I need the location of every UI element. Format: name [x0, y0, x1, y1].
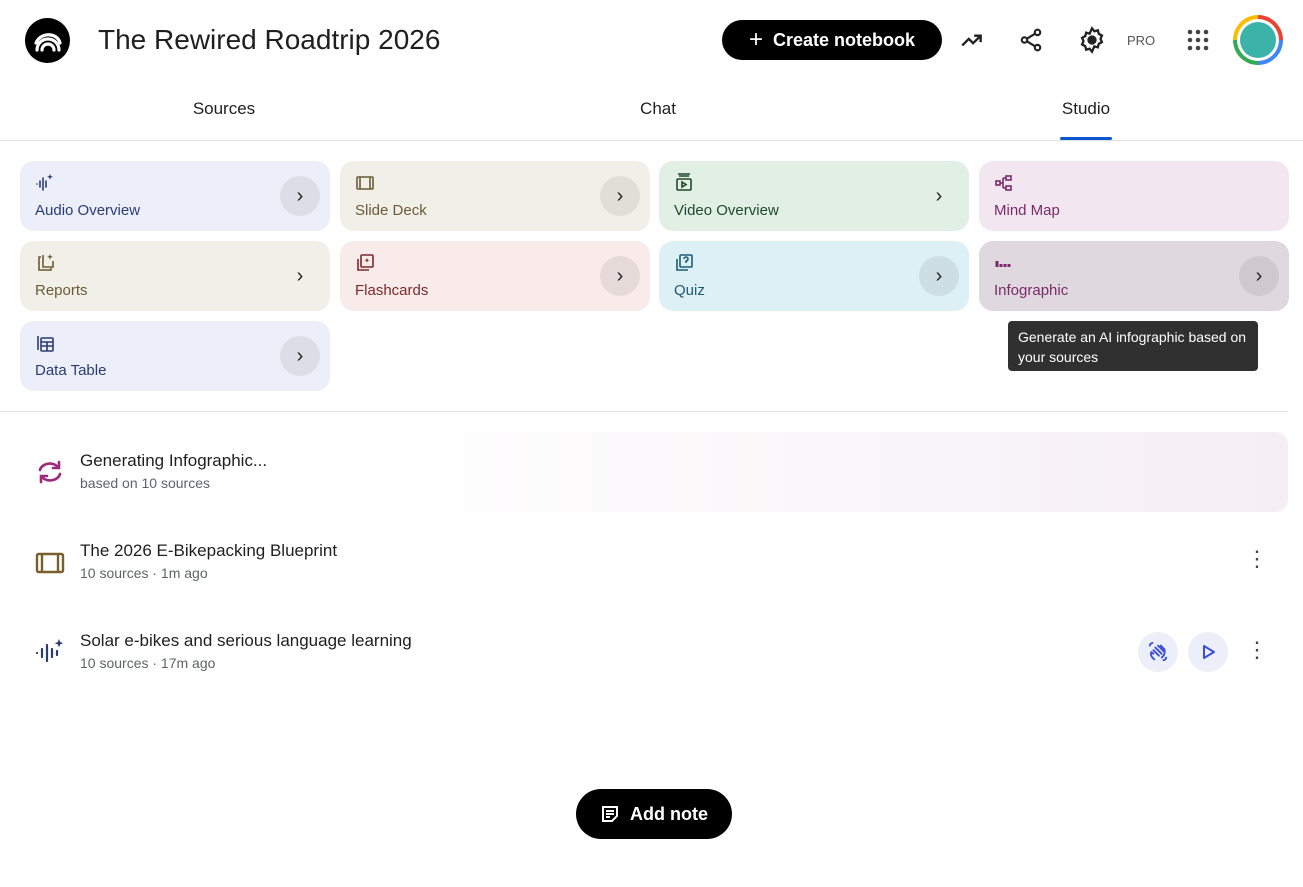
- output-title: Solar e-bikes and serious language learn…: [80, 631, 412, 650]
- studio-card-audio-overview[interactable]: Audio Overview ›: [20, 161, 330, 231]
- output-item[interactable]: Solar e-bikes and serious language learn…: [80, 631, 1080, 671]
- output-subtitle: based on 10 sources: [80, 475, 210, 491]
- tab-studio[interactable]: Studio: [1061, 99, 1111, 118]
- notebooklm-logo[interactable]: [25, 18, 70, 63]
- interactive-mode-button[interactable]: [1138, 632, 1178, 672]
- slides-icon: [35, 552, 65, 579]
- studio-card-video-overview[interactable]: Video Overview ›: [659, 161, 969, 231]
- mind-map-icon: [995, 175, 1012, 191]
- output-title: The 2026 E-Bikepacking Blueprint: [80, 541, 338, 560]
- chevron-right-icon[interactable]: ›: [280, 176, 320, 216]
- studio-card-label: Flashcards: [355, 282, 429, 299]
- sync-icon: [35, 459, 65, 490]
- chevron-right-icon[interactable]: ›: [600, 176, 640, 216]
- studio-card-label: Quiz: [674, 282, 705, 299]
- studio-card-label: Mind Map: [994, 202, 1060, 219]
- audio-sparkle-icon: [36, 174, 53, 191]
- more-options-icon[interactable]: ⋮: [1246, 546, 1268, 571]
- active-tab-indicator: [1060, 137, 1112, 140]
- studio-card-label: Audio Overview: [35, 202, 141, 219]
- output-subtitle: 10 sources · 17m ago: [80, 655, 216, 671]
- studio-card-slide-deck[interactable]: Slide Deck ›: [340, 161, 650, 231]
- analytics-icon[interactable]: [952, 20, 992, 60]
- notebook-title[interactable]: The Rewired Roadtrip 2026: [98, 24, 441, 55]
- output-title: Generating Infographic...: [80, 451, 268, 470]
- plus-icon: +: [748, 26, 763, 53]
- chevron-right-icon[interactable]: ›: [600, 256, 640, 296]
- note-icon: [602, 806, 618, 822]
- chevron-right-icon[interactable]: ›: [919, 256, 959, 296]
- play-button[interactable]: [1188, 632, 1228, 672]
- studio-card-data-table[interactable]: Data Table ›: [20, 321, 330, 391]
- chevron-right-icon[interactable]: [1239, 176, 1279, 216]
- add-note-button[interactable]: Add note: [576, 789, 732, 839]
- waving-hand-icon: [1148, 641, 1168, 662]
- divider: [0, 140, 1303, 141]
- studio-card-label: Slide Deck: [355, 202, 427, 219]
- flashcards-icon: [357, 254, 374, 271]
- tab-sources[interactable]: Sources: [192, 99, 256, 118]
- studio-card-mind-map[interactable]: Mind Map: [979, 161, 1289, 231]
- tab-chat[interactable]: Chat: [640, 99, 676, 118]
- studio-card-infographic[interactable]: Infographic ›: [979, 241, 1289, 311]
- studio-card-label: Infographic: [994, 282, 1069, 299]
- pro-badge: PRO: [1127, 33, 1156, 48]
- avatar[interactable]: [1233, 15, 1283, 65]
- reports-icon: [38, 254, 54, 271]
- create-notebook-button[interactable]: + Create notebook: [722, 20, 942, 60]
- settings-icon[interactable]: [1072, 20, 1112, 60]
- chevron-right-icon[interactable]: ›: [935, 184, 943, 207]
- chevron-right-icon[interactable]: ›: [1239, 256, 1279, 296]
- quiz-icon: [676, 254, 693, 271]
- generating-item: [20, 432, 1288, 512]
- infographic-icon: [995, 261, 1011, 267]
- share-icon[interactable]: [1011, 20, 1051, 60]
- more-options-icon[interactable]: ⋮: [1246, 637, 1268, 662]
- studio-card-flashcards[interactable]: Flashcards ›: [340, 241, 650, 311]
- divider: [0, 411, 1288, 412]
- chevron-right-icon[interactable]: ›: [296, 264, 304, 287]
- studio-card-label: Data Table: [35, 362, 107, 379]
- chevron-right-icon[interactable]: ›: [280, 336, 320, 376]
- video-icon: [676, 173, 692, 191]
- studio-card-label: Video Overview: [674, 202, 779, 219]
- output-item[interactable]: The 2026 E-Bikepacking Blueprint 10 sour…: [80, 541, 1180, 581]
- table-icon: [37, 336, 54, 352]
- apps-icon[interactable]: [1178, 20, 1218, 60]
- studio-card-quiz[interactable]: Quiz ›: [659, 241, 969, 311]
- tooltip: Generate an AI infographic based on your…: [1008, 321, 1258, 371]
- play-icon: [1203, 645, 1215, 659]
- audio-sparkle-icon: [35, 637, 65, 670]
- studio-card-label: Reports: [35, 282, 88, 299]
- output-subtitle: 10 sources · 1m ago: [80, 565, 208, 581]
- studio-card-reports[interactable]: Reports ›: [20, 241, 330, 311]
- slides-icon: [356, 176, 374, 190]
